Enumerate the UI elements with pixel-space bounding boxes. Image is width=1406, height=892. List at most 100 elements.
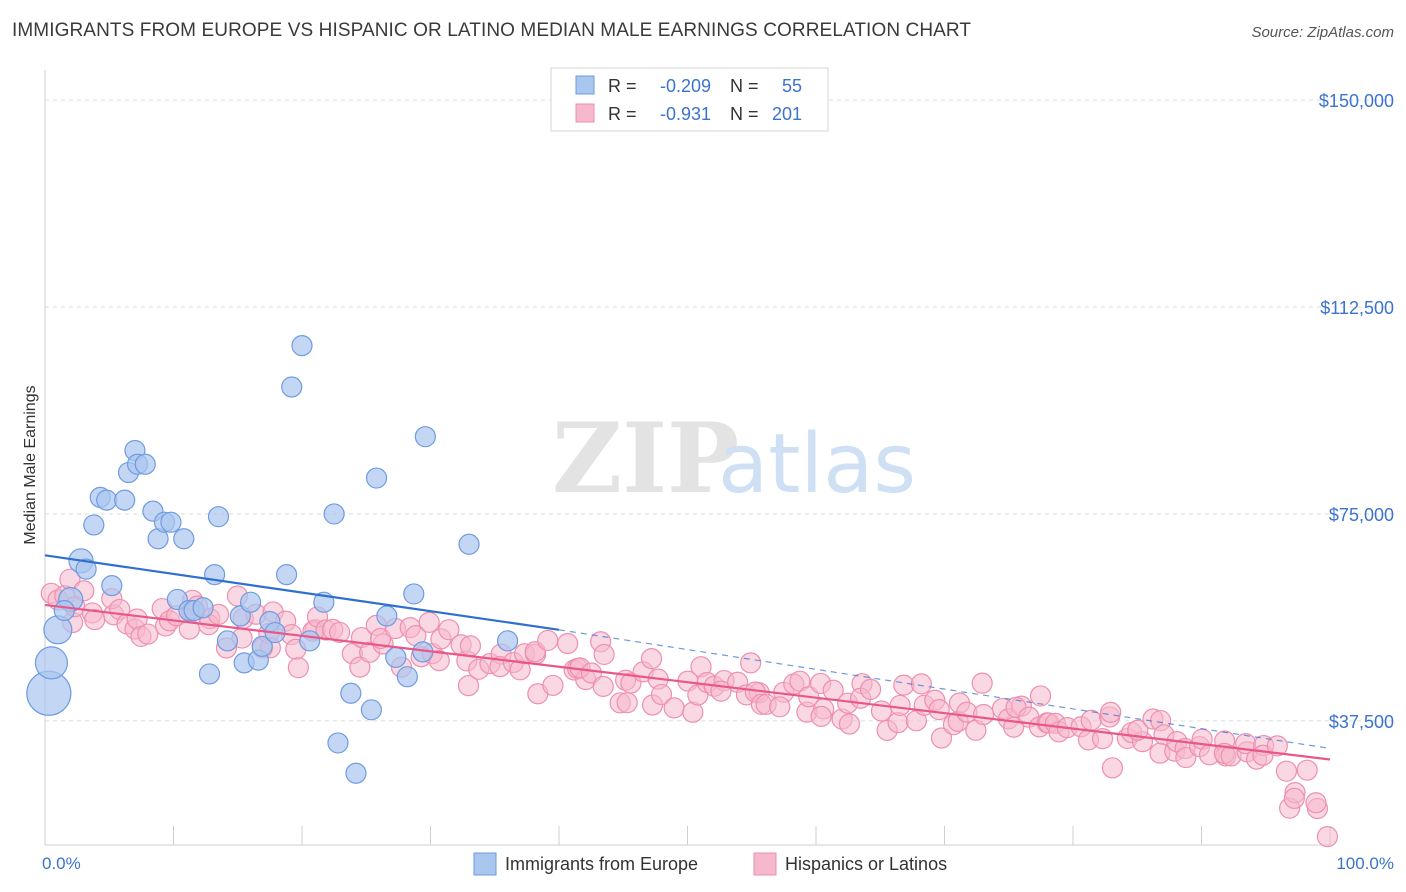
europe-point [365, 467, 388, 489]
hispanic-point [1305, 792, 1327, 814]
hispanic-point [810, 705, 832, 727]
hispanic-point [592, 675, 614, 697]
europe-point [216, 630, 239, 652]
hispanic-point [616, 692, 638, 714]
europe-trend-line [44, 554, 560, 631]
europe-point [385, 646, 407, 668]
hispanic-point [1283, 787, 1305, 809]
x-axis-ticks [44, 826, 1331, 845]
hispanic-point [542, 674, 564, 697]
europe-point [207, 506, 230, 528]
europe-point [240, 591, 262, 613]
hispanic-point [1296, 759, 1318, 781]
hispanic-point [428, 650, 450, 672]
y-tick-label: $112,500 [1320, 298, 1394, 318]
stats-n-label-pink: N = [730, 104, 759, 124]
hispanic-point [457, 674, 480, 697]
x-axis-max-label: 100.0% [1336, 854, 1394, 873]
stats-legend-swatch-pink [575, 103, 595, 123]
hispanic-point [972, 703, 995, 726]
hispanic-point [287, 657, 309, 679]
europe-point [403, 583, 425, 605]
europe-point [101, 575, 123, 597]
stats-n-value-pink: 201 [772, 104, 802, 124]
hispanic-point [769, 696, 791, 718]
hispanic-point [928, 699, 950, 721]
watermark-zip: ZIP [552, 402, 739, 515]
hispanic-point [370, 627, 392, 650]
hispanic-point [889, 694, 911, 717]
europe-point [376, 605, 398, 627]
europe-point [345, 762, 367, 784]
europe-point [83, 514, 105, 536]
hispanic-point [593, 643, 615, 666]
europe-point [414, 426, 436, 448]
hispanic-point [580, 662, 602, 684]
europe-point [275, 564, 298, 586]
europe-point [340, 682, 362, 704]
stats-r-label-pink: R = [608, 104, 637, 124]
hispanic-point [1080, 709, 1102, 731]
hispanic-trend-line [44, 603, 1331, 761]
series-legend: Immigrants from Europe Hispanics or Lati… [473, 852, 947, 876]
europe-point [497, 630, 519, 652]
hispanic-point [740, 652, 762, 674]
hispanic-point [971, 672, 993, 694]
hispanic-point [930, 727, 953, 749]
europe-point [251, 635, 273, 657]
trend-lines [44, 554, 1331, 761]
watermark-atlas: atlas [718, 417, 916, 512]
x-axis-min-label: 0.0% [42, 854, 81, 873]
hispanic-point [537, 629, 559, 652]
hispanic-point [459, 635, 482, 657]
legend-label-hispanic: Hispanics or Latinos [785, 854, 947, 874]
europe-point [299, 630, 321, 652]
hispanic-point [329, 621, 351, 644]
hispanic-point [1275, 760, 1298, 782]
hispanic-point [1029, 685, 1052, 707]
hispanic-point [418, 611, 440, 633]
hispanic-point [640, 648, 663, 670]
y-tick-label: $150,000 [1319, 91, 1394, 111]
hispanic-point [1100, 701, 1122, 723]
y-axis-title: Median Male Earnings [22, 385, 39, 544]
hispanic-point [910, 673, 932, 695]
europe-point [53, 599, 75, 622]
hispanic-point [663, 697, 685, 719]
watermark: ZIP atlas [552, 402, 916, 515]
hispanic-point [893, 674, 915, 696]
hispanic-point [137, 623, 159, 645]
legend-swatch-hispanic [753, 852, 777, 876]
europe-point [323, 503, 345, 525]
hispanic-point [349, 656, 371, 678]
europe-point [291, 335, 313, 357]
europe-point [75, 558, 97, 580]
europe-point [173, 528, 195, 550]
chart-title: IMMIGRANTS FROM EUROPE VS HISPANIC OR LA… [12, 20, 972, 41]
hispanic-point [1101, 757, 1124, 779]
stats-r-label-blue: R = [608, 76, 637, 96]
europe-point [198, 663, 221, 685]
europe-point [160, 511, 182, 533]
europe-point [458, 533, 480, 555]
hispanic-point [438, 619, 460, 641]
stats-legend: R = -0.209 N = 55 R = -0.931 N = 201 [550, 67, 829, 132]
europe-point [281, 376, 303, 398]
stats-legend-swatch-blue [575, 75, 595, 95]
europe-trend-extension [558, 629, 1331, 750]
source-label: Source: ZipAtlas.com [1251, 24, 1394, 41]
europe-point [360, 699, 382, 721]
stats-n-label-blue: N = [730, 76, 759, 96]
hispanic-point [557, 632, 579, 655]
hispanic-point [859, 678, 882, 701]
europe-series-points [26, 335, 519, 784]
hispanic-point [1316, 826, 1339, 848]
europe-point [327, 732, 349, 754]
europe-point [96, 489, 118, 511]
stats-r-value-blue: -0.209 [660, 76, 711, 96]
legend-label-europe: Immigrants from Europe [505, 854, 698, 874]
hispanic-point [838, 713, 861, 735]
europe-point [34, 646, 69, 680]
y-axis-tick-labels: $150,000 $112,500 $75,000 $37,500 [1319, 91, 1394, 732]
